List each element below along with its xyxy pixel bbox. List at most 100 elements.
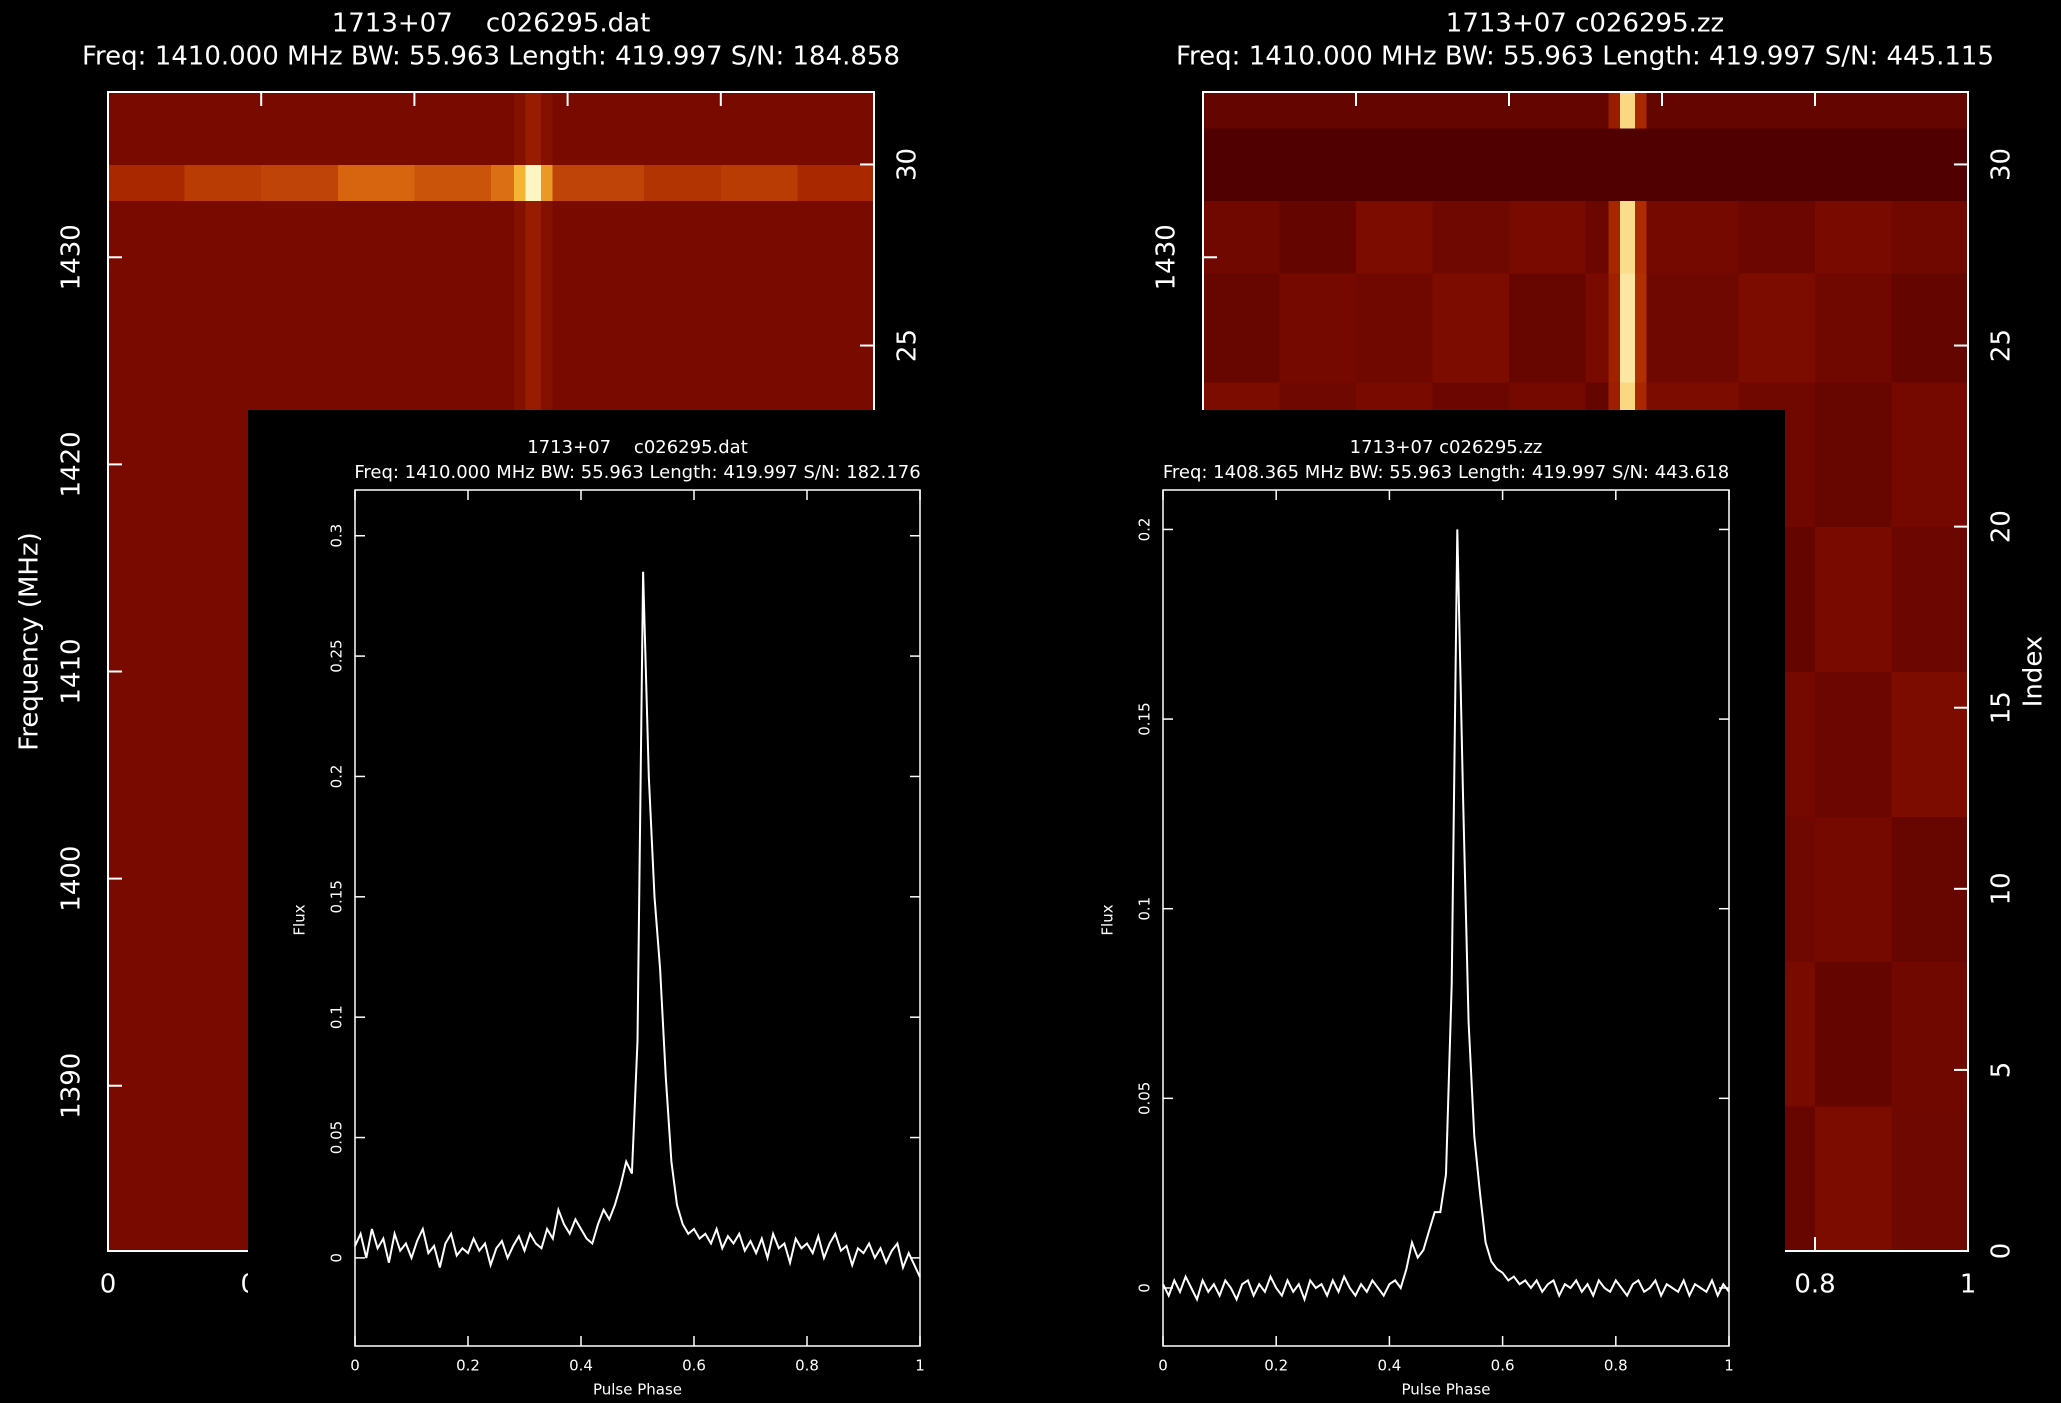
heatmap-cell xyxy=(108,128,186,165)
heatmap-cell xyxy=(513,92,526,129)
heatmap-cell xyxy=(1585,92,1609,129)
heatmap-cell xyxy=(1635,200,1648,274)
heatmap-cell xyxy=(1509,92,1586,129)
x-tick-label: 1 xyxy=(915,1357,925,1375)
heatmap-cell xyxy=(1356,128,1433,165)
x-axis-label: Pulse Phase xyxy=(1401,1381,1490,1399)
x-tick-label: 0.2 xyxy=(1264,1357,1288,1375)
heatmap-cell xyxy=(1646,128,1739,165)
y-tick-label: 0.05 xyxy=(328,1121,346,1154)
heatmap-cell xyxy=(1815,671,1892,817)
y2-tick-label: 20 xyxy=(1987,510,2017,543)
heatmap-cell xyxy=(108,273,186,383)
heatmap-cell xyxy=(337,164,415,202)
y-tick-label: 0.15 xyxy=(328,880,346,913)
heatmap-cell xyxy=(540,273,553,383)
heatmap-cell xyxy=(525,92,542,129)
heatmap-cell xyxy=(1635,92,1648,129)
heatmap-cell xyxy=(525,200,542,274)
heatmap-cell xyxy=(513,164,526,202)
heatmap-cell xyxy=(1738,128,1816,165)
heatmap-cell xyxy=(1585,200,1609,274)
y-axis-label: Flux xyxy=(1099,904,1117,935)
heatmap-cell xyxy=(414,164,492,202)
heatmap-cell xyxy=(1738,200,1816,274)
heatmap-cell xyxy=(1203,128,1280,165)
y-axis-label: Frequency (MHz) xyxy=(15,532,45,751)
heatmap-cell xyxy=(1279,164,1357,202)
x-tick-label: 1 xyxy=(1724,1357,1734,1375)
chart-title: 1713+07 c026295.dat xyxy=(332,9,651,39)
heatmap-cell xyxy=(644,128,722,165)
heatmap-cell xyxy=(1815,128,1892,165)
heatmap-cell xyxy=(540,128,553,165)
heatmap-cell xyxy=(1203,164,1280,202)
heatmap-cell xyxy=(108,526,186,672)
y-axis-label: Flux xyxy=(291,904,309,935)
y-tick-label: 0.05 xyxy=(1136,1082,1154,1115)
heatmap-cell xyxy=(1891,128,1969,165)
heatmap-cell xyxy=(797,92,875,129)
heatmap-cell xyxy=(1815,200,1892,274)
y2-tick-label: 25 xyxy=(893,329,923,362)
heatmap-cell xyxy=(1891,92,1969,129)
x-tick-label: 0.8 xyxy=(795,1357,819,1375)
y2-axis-label: Index xyxy=(2019,636,2049,708)
heatmap-cell xyxy=(491,164,515,202)
heatmap-cell xyxy=(184,92,262,129)
heatmap-cell xyxy=(1815,816,1892,962)
heatmap-cell xyxy=(1585,164,1609,202)
heatmap-cell xyxy=(720,200,798,274)
y-tick-label: 1430 xyxy=(1152,224,1182,290)
heatmap-cell xyxy=(108,381,186,528)
y-tick-label: 0 xyxy=(328,1253,346,1263)
profile-line xyxy=(1162,529,1730,1303)
heatmap-cell xyxy=(540,164,553,202)
heatmap-cell xyxy=(261,92,339,129)
heatmap-cell xyxy=(1891,526,1969,672)
y2-tick-label: 10 xyxy=(1987,872,2017,905)
y2-tick-label: 15 xyxy=(1987,691,2017,724)
heatmap-cell xyxy=(644,273,722,383)
heatmap-cell xyxy=(491,200,515,274)
chart-subtitle: Freq: 1410.000 MHz BW: 55.963 Length: 41… xyxy=(354,462,920,483)
y-tick-label: 1420 xyxy=(57,431,87,497)
heatmap-cell xyxy=(261,273,339,383)
heatmap-cell xyxy=(1891,671,1969,817)
heatmap-cell xyxy=(1738,164,1816,202)
heatmap-cell xyxy=(337,273,415,383)
inset-panel xyxy=(248,410,1130,1403)
heatmap-cell xyxy=(491,128,515,165)
heatmap-cell xyxy=(1203,200,1280,274)
chart-title: 1713+07 c026295.zz xyxy=(1446,9,1724,39)
chart-subtitle: Freq: 1410.000 MHz BW: 55.963 Length: 41… xyxy=(1176,42,1994,72)
heatmap-cell xyxy=(525,128,542,165)
heatmap-cell xyxy=(797,128,875,165)
plot-frame xyxy=(1162,489,1730,1347)
heatmap-cell xyxy=(513,128,526,165)
heatmap-cell xyxy=(1619,164,1636,202)
heatmap-cell xyxy=(1815,381,1892,528)
heatmap-cell xyxy=(720,92,798,129)
y-tick-label: 0.2 xyxy=(1136,518,1154,542)
x-tick-label: 0.6 xyxy=(1491,1357,1515,1375)
x-tick-label: 0 xyxy=(100,1270,117,1300)
heatmap-cell xyxy=(108,671,186,817)
heatmap-cell xyxy=(1608,200,1621,274)
heatmap-cell xyxy=(644,164,722,202)
heatmap-cell xyxy=(1891,961,1969,1107)
heatmap-cell xyxy=(1646,200,1739,274)
y-tick-label: 1430 xyxy=(57,224,87,290)
y-tick-label: 1400 xyxy=(57,846,87,912)
heatmap-cell xyxy=(261,200,339,274)
heatmap-cell xyxy=(1585,273,1609,383)
heatmap-cell xyxy=(337,200,415,274)
heatmap-cell xyxy=(1509,164,1586,202)
heatmap-cell xyxy=(797,273,875,383)
heatmap-cell xyxy=(1891,200,1969,274)
heatmap-cell xyxy=(184,273,262,383)
heatmap-cell xyxy=(1646,92,1739,129)
heatmap-cell xyxy=(720,128,798,165)
heatmap-cell xyxy=(552,128,645,165)
